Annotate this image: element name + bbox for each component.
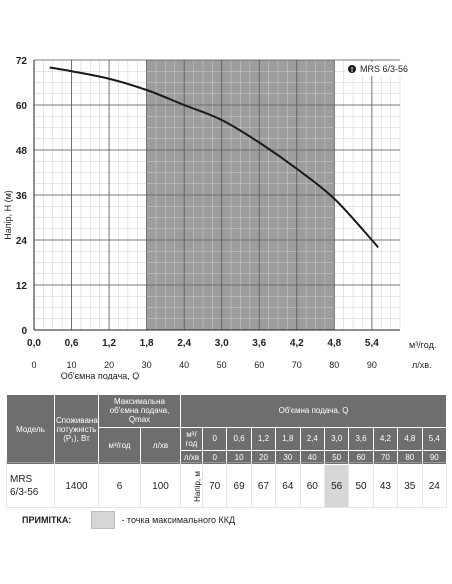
x-tick-label-m3h: 3,6 (252, 338, 266, 349)
x-tick-label-lmin: 10 (67, 360, 77, 370)
x-tick-label-m3h: 0,0 (27, 338, 41, 349)
x-tick-label-m3h: 1,8 (140, 338, 154, 349)
table-bottom-divider (6, 462, 446, 463)
head-value-cell: 67 (250, 464, 277, 509)
q-m3h-cell: 0,6 (226, 426, 252, 451)
q-lmin-cell: 60 (348, 449, 374, 466)
y-axis-title: Напір, Н (м) (3, 190, 13, 240)
x-tick-label-lmin: 70 (292, 360, 302, 370)
y-tick-label: 36 (16, 191, 28, 202)
header-qmax: Максимальна об'ємна подача, Qmax (98, 394, 181, 428)
q-m3h-cell: 3,0 (323, 426, 350, 451)
header-qmax-lmin: л/хв (140, 426, 181, 466)
pump-curve-chart: 0 12 24 36 48 60 72 0,0 0,6 1,2 1,8 2,4 3,0 3,6 4,2 4,8… (3, 56, 436, 380)
x-unit-m3h: м³/год. (409, 340, 436, 350)
head-value-cell-max-efficiency: 56 (323, 464, 350, 509)
head-value-cell: 50 (348, 464, 374, 509)
head-value-cell: 70 (201, 464, 228, 509)
head-value-cell: 60 (299, 464, 325, 509)
header-qmax-m3h: м³/год (98, 426, 141, 466)
y-tick-label: 48 (16, 146, 28, 157)
y-tick-label: 0 (21, 326, 27, 337)
info-icon-glyph: ! (351, 67, 353, 74)
header-flow: Об'ємна подача, Q (179, 394, 448, 428)
x-tick-label-lmin: 90 (367, 360, 377, 370)
q-m3h-cell: 1,2 (250, 426, 277, 451)
x-tick-label-m3h: 5,4 (365, 338, 379, 349)
head-label: Напір, м (192, 470, 202, 502)
q-lmin-cell: 0 (201, 449, 228, 466)
q-lmin-cell: 10 (226, 449, 252, 466)
q-lmin-cell: 40 (299, 449, 325, 466)
info-icon (348, 65, 356, 73)
header-model: Модель (6, 393, 55, 466)
max-efficiency-swatch (91, 511, 116, 529)
q-m3h-cell: 5,4 (421, 426, 448, 451)
q-m3h-cell: 1,8 (275, 426, 301, 451)
x-axis-title: Об'ємна подача, Q (61, 371, 140, 380)
head-value-cell: 64 (275, 464, 301, 509)
head-value-cell: 24 (421, 464, 448, 509)
head-value-cell: 43 (372, 464, 399, 509)
x-tick-label-lmin: 20 (104, 360, 114, 370)
y-tick-label: 60 (16, 101, 28, 112)
q-m3h-cell: 3,6 (348, 426, 374, 451)
row-label-m3h: м³/год (180, 426, 203, 451)
legend-box (346, 62, 406, 76)
q-m3h-cell: 2,4 (299, 426, 325, 451)
q-lmin-cell: 90 (421, 449, 448, 466)
q-lmin-cell: 80 (397, 449, 423, 466)
q-lmin-cell: 70 (372, 449, 399, 466)
row-label-lmin: л/хв (180, 449, 203, 466)
performance-table: Модель Споживана потужність (P₁), Вт Мак… (6, 393, 448, 509)
head-value-cell: 35 (397, 464, 423, 509)
header-power: Споживана потужність (P₁), Вт (54, 393, 99, 466)
y-tick-label: 12 (16, 281, 28, 292)
x-tick-label-lmin: 60 (254, 360, 264, 370)
note-label: ПРИМІТКА: (22, 515, 72, 525)
qmax-lmin-cell: 100 (140, 464, 181, 509)
q-m3h-cell: 4,8 (397, 426, 423, 451)
x-tick-label-lmin: 40 (179, 360, 189, 370)
x-tick-label-lmin: 30 (142, 360, 152, 370)
x-tick-label-lmin: 50 (217, 360, 227, 370)
model-line2: 6/3-56 (10, 487, 39, 499)
model-line1: MRS (10, 474, 33, 486)
q-lmin-cell: 30 (275, 449, 301, 466)
x-tick-label-m3h: 3,0 (215, 338, 229, 349)
note: ПРИМІТКА: - точка максимального ККД (22, 511, 236, 529)
legend-label: MRS 6/3-56 (360, 64, 408, 74)
head-value-cell: 69 (226, 464, 252, 509)
head-curve-line (49, 66, 379, 249)
q-lmin-cell: 20 (250, 449, 277, 466)
q-lmin-cell: 50 (323, 449, 350, 466)
x-tick-label-m3h: 4,8 (327, 338, 341, 349)
qmax-m3h-cell: 6 (98, 464, 141, 509)
x-tick-label-m3h: 4,2 (290, 338, 304, 349)
x-unit-lmin: л/хв. (412, 360, 432, 370)
y-tick-label: 72 (16, 56, 28, 67)
power-cell: 1400 (54, 464, 99, 509)
y-tick-label: 24 (16, 236, 28, 247)
head-label-cell: Напір, м (180, 464, 203, 509)
q-m3h-cell: 0 (201, 426, 228, 451)
note-text: - точка максимального ККД (121, 515, 236, 525)
x-tick-label-lmin: 0 (31, 360, 36, 370)
q-m3h-cell: 4,2 (372, 426, 399, 451)
x-tick-label-lmin: 80 (329, 360, 339, 370)
x-tick-label-m3h: 1,2 (102, 338, 116, 349)
x-tick-label-m3h: 2,4 (177, 338, 191, 349)
model-cell: MRS 6/3-56 (6, 464, 55, 509)
x-tick-label-m3h: 0,6 (65, 338, 79, 349)
